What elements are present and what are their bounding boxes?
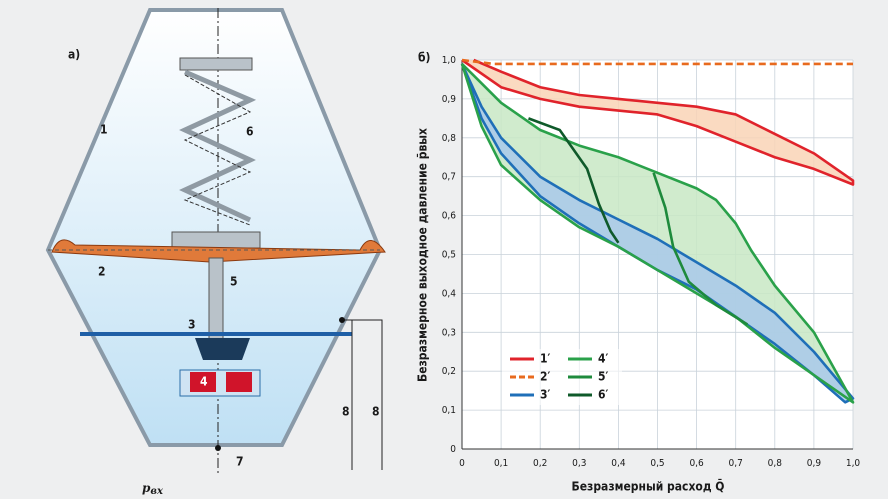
y-tick-label: 0,9 — [442, 94, 457, 105]
y-tick-label: 0,3 — [442, 327, 456, 338]
label: 4 — [200, 375, 208, 389]
legend-label: 5′ — [598, 370, 609, 384]
label: 8 — [342, 405, 350, 419]
node — [339, 317, 345, 323]
figure: а) 1 2 3 4 5 6 7 8 8 pвх б) Безразмерный… — [0, 0, 888, 499]
legend-label: 3′ — [540, 388, 551, 402]
label: 7 — [236, 455, 244, 469]
legend-label: 1′ — [540, 352, 551, 366]
x-tick-label: 1,0 — [846, 458, 861, 469]
legend-label: 6′ — [598, 388, 609, 402]
panel-label: а) — [68, 48, 80, 62]
x-tick-label: 0,7 — [729, 458, 743, 469]
x-tick-label: 0,5 — [650, 458, 664, 469]
x-tick-label: 0,3 — [572, 458, 586, 469]
y-tick-label: 0,1 — [442, 405, 456, 416]
y-tick-label: 0,8 — [442, 133, 457, 144]
y-tick-label: 0,7 — [442, 172, 456, 183]
label: 8 — [372, 405, 380, 419]
label: 2 — [98, 265, 106, 279]
x-tick-label: 0,4 — [611, 458, 626, 469]
spring-seat — [180, 58, 252, 70]
label: 5 — [230, 275, 238, 289]
x-tick-label: 0,8 — [768, 458, 783, 469]
input-label: pвх — [142, 481, 164, 497]
x-axis-label: Безразмерный расход Q̄ — [572, 478, 725, 493]
y-tick-label: 0 — [450, 444, 456, 455]
y-tick-label: 0,6 — [442, 211, 457, 222]
pipe — [342, 320, 382, 470]
x-tick-label: 0,9 — [807, 458, 822, 469]
label: 6 — [246, 125, 254, 139]
diagram: а) 1 2 3 4 5 6 7 8 8 pвх — [48, 8, 385, 497]
label: 1 — [100, 123, 108, 137]
seat — [195, 338, 250, 360]
valve — [226, 372, 252, 392]
x-tick-label: 0,2 — [533, 458, 547, 469]
plot: 0 0,1 0,2 0,3 0,4 0,5 0,6 0,7 0,8 0,9 1,0 0 0,1 0,2 0,… — [442, 55, 861, 469]
x-tick-label: 0,1 — [494, 458, 508, 469]
node — [215, 445, 221, 451]
label: 3 — [188, 318, 196, 332]
x-tick-label: 0,6 — [689, 458, 704, 469]
y-tick-label: 0,4 — [442, 288, 457, 299]
spring-seat — [172, 232, 260, 248]
x-tick-label: 0 — [459, 458, 465, 469]
y-axis-label: Безразмерное выходное давление p̄вых — [416, 128, 430, 382]
y-tick-label: 0,2 — [442, 366, 456, 377]
legend-label: 4′ — [598, 352, 609, 366]
y-tick-label: 1,0 — [442, 55, 457, 66]
legend-label: 2′ — [540, 370, 551, 384]
y-tick-label: 0,5 — [442, 250, 456, 261]
panel-label: б) — [418, 51, 431, 65]
